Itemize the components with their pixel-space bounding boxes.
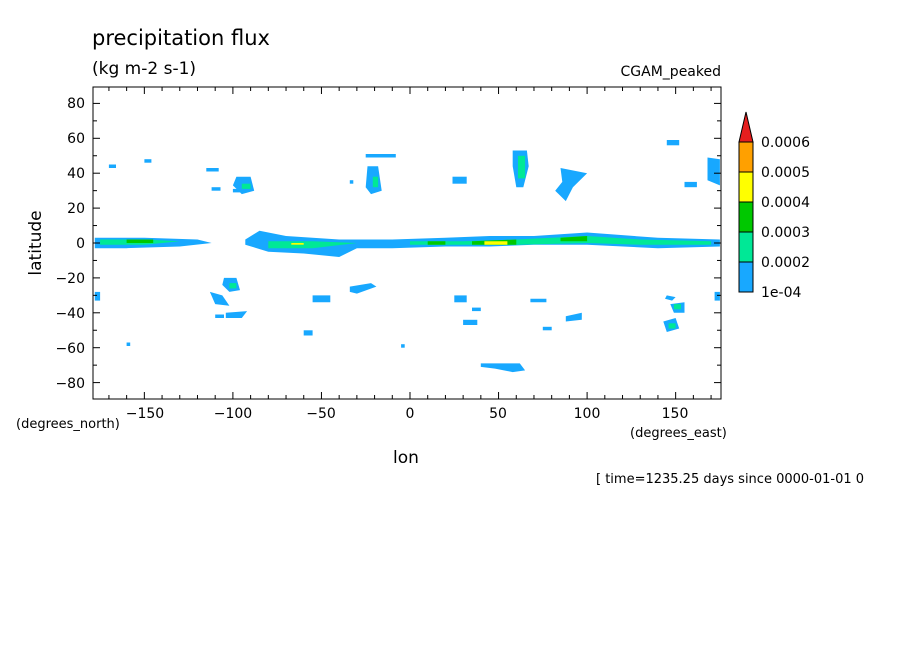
precip-region-storm-s <box>126 342 131 346</box>
axis-ticks <box>93 87 721 399</box>
precip-region-storm-s <box>229 283 237 289</box>
precip-region-storm-n <box>452 176 467 184</box>
precip-region-storm-n <box>349 180 354 184</box>
precip-region-storm-s <box>94 291 101 301</box>
y-tick-label: 20 <box>67 201 85 217</box>
y-tick-label: 80 <box>67 96 85 112</box>
x-tick-label: 100 <box>574 406 601 422</box>
x-tick-label: 50 <box>489 406 507 422</box>
precip-region-itcz-core <box>268 241 357 249</box>
x-axis-units: (degrees_east) <box>630 426 727 441</box>
precip-region-storm-s <box>225 311 248 318</box>
x-tick-label: 150 <box>662 406 689 422</box>
y-tick-label: −20 <box>55 271 85 287</box>
precip-region-storm-n <box>211 187 221 191</box>
contour-fill-layer <box>94 140 720 373</box>
precip-region-storm-s <box>542 326 552 331</box>
colorbar-legend: 1e-04 0.0002 0.0003 0.0004 0.0005 0.0006 <box>738 111 810 301</box>
colorbar-bin <box>738 231 754 263</box>
colorbar-label: 0.0006 <box>761 135 810 151</box>
y-tick-label: 60 <box>67 131 85 147</box>
precip-region-storm-s <box>463 319 478 325</box>
precip-region-storm-s <box>530 298 547 303</box>
colorbar-label: 0.0005 <box>761 165 810 181</box>
precip-region-storm-s <box>668 323 676 329</box>
precip-region-storm-n <box>555 168 588 202</box>
precip-region-itcz-peak <box>560 236 588 242</box>
y-tick-label: −40 <box>55 306 85 322</box>
precip-region-storm-n <box>108 164 116 168</box>
precip-region-storm-s <box>472 307 481 312</box>
precip-region-storm-s <box>480 363 526 373</box>
chart-units: (kg m-2 s-1) <box>92 59 196 79</box>
colorbar-label: 1e-04 <box>761 285 801 301</box>
colorbar-label: 0.0002 <box>761 255 810 271</box>
y-tick-label: 0 <box>76 236 85 252</box>
dataset-name: CGAM_peaked <box>621 64 721 80</box>
plot-frame <box>92 86 722 400</box>
x-tick-label: −100 <box>214 406 252 422</box>
precip-region-storm-n <box>684 181 697 188</box>
precip-region-storm-s <box>714 291 720 301</box>
precip-region-storm-n <box>365 154 396 158</box>
y-tick-label: 40 <box>67 166 85 182</box>
y-axis-units: (degrees_north) <box>16 417 120 432</box>
precip-region-storm-n <box>206 168 219 172</box>
colorbar-extend-arrow <box>738 111 754 143</box>
y-tick-labels: 80 60 40 20 0 −20 −40 −60 −80 <box>55 96 85 392</box>
precip-region-storm-s <box>565 312 582 322</box>
precip-region-storm-n <box>144 159 152 163</box>
precip-region-storm-s <box>312 295 331 303</box>
chart-title: precipitation flux <box>92 26 270 50</box>
precip-region-storm-s <box>349 283 377 294</box>
x-tick-label: −150 <box>126 406 164 422</box>
precip-region-storm-s <box>665 295 676 301</box>
colorbar-bin <box>738 141 754 173</box>
x-axis-title: lon <box>393 448 419 468</box>
precip-region-storm-n <box>518 155 526 179</box>
y-tick-label: −80 <box>55 376 85 392</box>
precip-region-storm-n <box>232 188 246 193</box>
precip-region-storm-s <box>454 295 467 303</box>
colorbar-bin <box>738 261 754 293</box>
precip-region-itcz-peak <box>126 239 154 243</box>
precip-region-itcz-peak <box>484 241 508 245</box>
time-stamp: [ time=1235.25 days since 0000-01-01 0 <box>596 472 864 487</box>
precip-region-storm-s <box>401 344 405 348</box>
colorbar-label: 0.0004 <box>761 195 810 211</box>
precip-region-itcz-peak <box>291 243 304 245</box>
precip-region-storm-n <box>666 140 680 146</box>
y-tick-label: −60 <box>55 341 85 357</box>
y-axis-title: latitude <box>26 210 46 275</box>
precip-region-storm-n <box>241 183 251 189</box>
colorbar-label: 0.0003 <box>761 225 810 241</box>
colorbar-bin <box>738 201 754 233</box>
x-tick-label: −50 <box>306 406 336 422</box>
precip-region-storm-s <box>215 314 224 318</box>
precip-region-storm-n <box>372 176 379 188</box>
precip-region-itcz-peak <box>427 241 446 245</box>
precip-region-storm-n <box>707 157 720 186</box>
x-tick-label: 0 <box>406 406 415 422</box>
precip-region-storm-s <box>303 330 313 336</box>
precip-region-storm-s <box>673 304 681 310</box>
x-tick-labels: −150 −100 −50 0 50 100 150 <box>126 406 689 422</box>
colorbar-bin <box>738 171 754 203</box>
precip-region-storm-s <box>209 291 230 306</box>
